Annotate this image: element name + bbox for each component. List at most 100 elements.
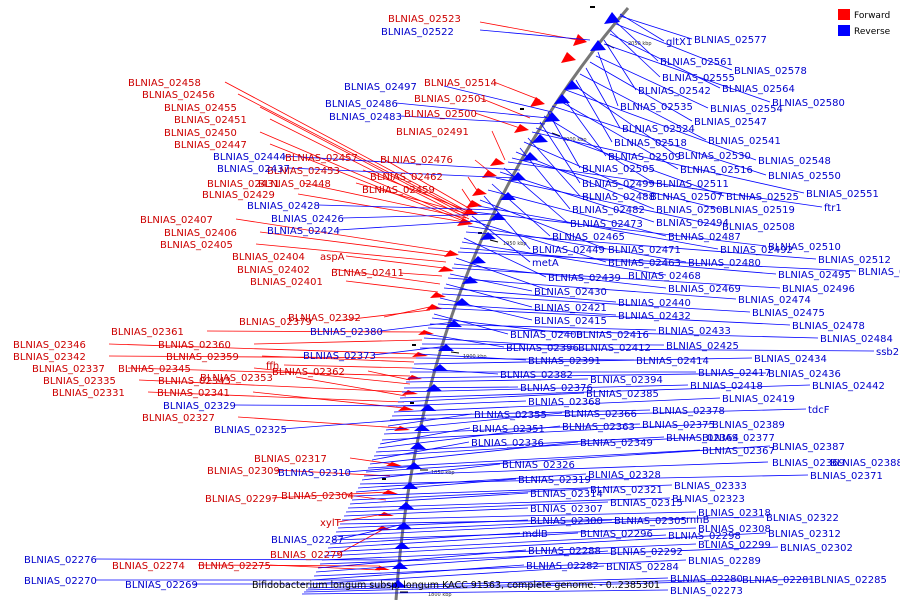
gene-label[interactable]: BLNIAS_02279 xyxy=(270,550,343,561)
gene-label[interactable]: BLNIAS_02428 xyxy=(247,201,320,212)
gene-label[interactable]: BLNIAS_02447 xyxy=(174,140,247,151)
gene-label[interactable]: BLNIAS_02554 xyxy=(710,104,783,115)
gene-label[interactable]: BLNIAS_02288 xyxy=(528,546,601,557)
gene-label[interactable]: aspA xyxy=(320,252,345,263)
gene-label[interactable]: BLNIAS_02407 xyxy=(140,215,213,226)
gene-label[interactable]: BLNIAS_02495 xyxy=(778,270,851,281)
gene-label[interactable]: BLNIAS_02542 xyxy=(638,86,711,97)
gene-label[interactable]: BLNIAS_02317 xyxy=(254,454,327,465)
gene-label[interactable]: BLNIAS_02322 xyxy=(766,513,839,524)
gene-label[interactable]: BLNIAS_02378 xyxy=(652,406,725,417)
gene-label[interactable]: BLNIAS_02276 xyxy=(24,555,97,566)
gene-label[interactable]: BLNIAS_02508 xyxy=(722,222,795,233)
gene-label[interactable]: BLNIAS_02336 xyxy=(471,438,544,449)
gene-label[interactable]: BLNIAS_02494 xyxy=(656,218,729,229)
gene-label[interactable]: BLNIAS_02484 xyxy=(820,334,893,345)
gene-label[interactable]: BLNIAS_02349 xyxy=(580,438,653,449)
gene-label[interactable]: BLNIAS_02577 xyxy=(694,35,767,46)
gene-label[interactable]: BLNIAS_02421 xyxy=(534,303,607,314)
gene-label[interactable]: BLNIAS_02396 xyxy=(506,343,579,354)
gene-label[interactable]: BLNIAS_02509 xyxy=(608,152,681,163)
gene-label[interactable]: BLNIAS_02497 xyxy=(344,82,417,93)
gene-label[interactable]: BLNIAS_02555 xyxy=(662,73,735,84)
gene-label[interactable]: BLNIAS_02550 xyxy=(768,171,841,182)
gene-label[interactable]: BLNIAS_02406 xyxy=(164,228,237,239)
gene-label[interactable]: BLNIAS_02287 xyxy=(271,535,344,546)
gene-label[interactable]: BLNIAS_02505 xyxy=(582,164,655,175)
gene-label[interactable]: BLNIAS_02401 xyxy=(250,277,323,288)
gene-label[interactable]: BLNIAS_02366 xyxy=(564,409,637,420)
gene-label[interactable]: BLNIAS_02492 xyxy=(720,245,793,256)
gene-label[interactable]: BLNIAS_02292 xyxy=(610,547,683,558)
gene-label[interactable]: BLNIAS_02491 xyxy=(396,127,469,138)
gene-label[interactable]: BLNIAS_02547 xyxy=(694,117,767,128)
gene-label[interactable]: BLNIAS_02296 xyxy=(580,529,653,540)
gene-label[interactable]: BLNIAS_02450 xyxy=(164,128,237,139)
gene-label[interactable]: BLNIAS_02480 xyxy=(688,258,761,269)
gene-label[interactable]: BLNIAS_02345 xyxy=(118,364,191,375)
gene-label[interactable]: BLNIAS_02319 xyxy=(518,475,591,486)
gene-label[interactable]: BLNIAS_02297 xyxy=(205,494,278,505)
gene-label[interactable]: BLNIAS_02331 xyxy=(52,388,125,399)
gene-label[interactable]: BLNIAS_02541 xyxy=(708,136,781,147)
gene-label[interactable]: BLNIAS_02369 xyxy=(772,458,845,469)
gene-label[interactable]: BLNIAS_02456 xyxy=(142,90,215,101)
gene-label[interactable]: BLNIAS_02335 xyxy=(43,376,116,387)
gene-label[interactable]: BLNIAS_02380 xyxy=(310,327,383,338)
gene-label[interactable]: BLNIAS_02474 xyxy=(738,295,811,306)
gene-label[interactable]: BLNIAS_02351 xyxy=(472,424,545,435)
gene-label[interactable]: BLNIAS_02548 xyxy=(758,156,831,167)
gene-label[interactable]: BLNIAS_02385 xyxy=(586,389,659,400)
gene-label[interactable]: BLNIAS_02375 xyxy=(642,420,715,431)
gene-label[interactable]: ffh xyxy=(266,361,279,372)
gene-label[interactable]: BLNIAS_02377 xyxy=(702,433,775,444)
gene-label[interactable]: BLNIAS_02318 xyxy=(698,508,771,519)
gene-label[interactable]: BLNIAS_02525 xyxy=(726,192,799,203)
gene-label[interactable]: BLNIAS_02309 xyxy=(207,466,280,477)
gene-label[interactable]: BLNIAS_02367 xyxy=(702,446,775,457)
gene-label[interactable]: BLNIAS_02368 xyxy=(528,397,601,408)
gene-label[interactable]: BLNIAS_02476 xyxy=(380,155,453,166)
gene-label[interactable]: BLNIAS_02564 xyxy=(722,84,795,95)
gene-label[interactable]: BLNIAS_02432 xyxy=(618,311,691,322)
gene-label[interactable]: BLNIAS_02310 xyxy=(278,468,351,479)
gene-label[interactable]: BLNIAS_02437 xyxy=(217,164,290,175)
gene-label[interactable]: BLNIAS_02458 xyxy=(128,78,201,89)
gene-label[interactable]: BLNIAS_02388 xyxy=(830,458,900,469)
gene-label[interactable]: rnhB xyxy=(686,515,710,526)
gene-label[interactable]: BLNIAS_02359 xyxy=(166,352,239,363)
gene-label[interactable]: metA xyxy=(532,258,559,269)
gene-label[interactable]: BLNIAS_02353 xyxy=(200,373,273,384)
gene-label[interactable]: BLNIAS_02362 xyxy=(272,367,345,378)
gene-label[interactable]: BLNIAS_02426 xyxy=(271,214,344,225)
gene-label[interactable]: BLNIAS_02342 xyxy=(13,352,86,363)
gene-label[interactable]: BLNIAS_02514 xyxy=(424,78,497,89)
gene-label[interactable]: BLNIAS_02376 xyxy=(520,383,593,394)
gene-label[interactable]: BLNIAS_02510 xyxy=(768,242,841,253)
gene-label[interactable]: BLNIAS_02284 xyxy=(606,562,679,573)
gene-label[interactable]: BLNIAS_02459 xyxy=(362,185,435,196)
gene-label[interactable]: BLNIAS_02578 xyxy=(734,66,807,77)
gene-label[interactable]: BLNIAS_02518 xyxy=(614,138,687,149)
gene-label[interactable]: BLNIAS_02361 xyxy=(111,327,184,338)
gene-label[interactable]: BLNIAS_02329 xyxy=(163,401,236,412)
gene-label[interactable]: BLNIAS_02483 xyxy=(329,112,402,123)
gene-label[interactable]: ftr1 xyxy=(824,203,842,214)
gene-label[interactable]: BLNIAS_02434 xyxy=(754,354,827,365)
gene-label[interactable]: BLNIAS_02328 xyxy=(588,470,661,481)
gene-label[interactable]: BLNIAS_02488 xyxy=(582,192,655,203)
gene-label[interactable]: BLNIAS_02270 xyxy=(24,576,97,587)
gene-label[interactable]: BLNIAS_02551 xyxy=(806,189,879,200)
gene-label[interactable]: gltX1 xyxy=(666,37,692,48)
gene-label[interactable]: BLNIAS_02449 xyxy=(532,245,605,256)
gene-label[interactable]: BLNIAS_02404 xyxy=(232,252,305,263)
gene-label[interactable]: BLNIAS_02273 xyxy=(670,586,743,597)
gene-label[interactable]: BLNIAS_02360 xyxy=(158,340,231,351)
gene-label[interactable]: BLNIAS_02315 xyxy=(610,498,683,509)
gene-label[interactable]: BLNIAS_02486 xyxy=(325,99,398,110)
gene-label[interactable]: BLNIAS_02364 xyxy=(666,433,739,444)
gene-label[interactable]: BLNIAS_02412 xyxy=(578,343,651,354)
gene-label[interactable]: BLNIAS_02302 xyxy=(780,543,853,554)
gene-label[interactable]: BLNIAS_02405 xyxy=(160,240,233,251)
gene-label[interactable]: BLNIAS_02299 xyxy=(698,540,771,551)
